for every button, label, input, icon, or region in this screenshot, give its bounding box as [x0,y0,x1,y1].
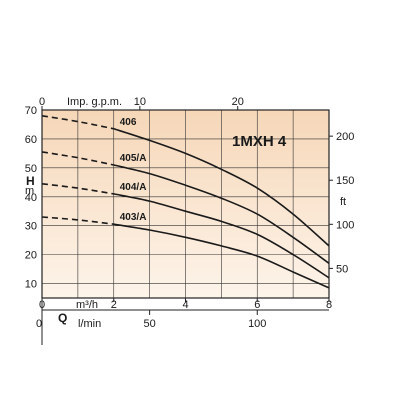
head-axis-unit: m [25,185,34,197]
flow-m3h-tick-label: 2 [111,299,117,311]
grid-lines [42,109,329,298]
flow-lmin-tick-label: 50 [143,318,155,330]
flow-m3h-tick-label: 8 [326,299,332,311]
flow-lmin-tick-label: 0 [36,318,42,330]
head-m-tick-label: 40 [25,192,37,204]
flow-m3h-tick-label: 4 [182,299,188,311]
flow-gpm-tick-labels: 0 10 20 [39,96,244,110]
head-m-tick-label: 70 [25,105,37,117]
curves: 406 405/A 404/A 403/A [41,115,330,289]
flow-lmin-tick-labels: 0 50 100 [36,310,266,330]
curve-label: 406 [120,117,137,128]
head-axis-letter: H [26,174,35,188]
head-ft-tick-label: 150 [336,175,354,187]
head-ft-tick-labels: 50 100 150 200 [329,131,354,275]
flow-lmin-tick-label: 100 [248,318,266,330]
head-ft-tick-label: 100 [336,219,354,231]
chart-title: 1MXH 4 [232,133,287,150]
head-m-tick-label: 30 [25,221,37,233]
lmin-axis-label: l/min [78,318,101,330]
m3h-axis-label: m³/h [76,299,98,311]
head-ft-tick-label: 50 [336,263,348,275]
head-m-tick-label: 60 [25,134,37,146]
flow-gpm-tick-label: 10 [134,96,146,108]
head-ft-tick-label: 200 [336,131,354,143]
curve-404/A-solid [113,193,330,279]
curve-406-solid [113,128,330,247]
curve-label: 403/A [120,212,147,223]
curve-404/A-dashed [41,183,114,195]
flow-gpm-tick-label: 20 [232,96,244,108]
head-m-tick-label: 10 [25,279,37,291]
head-m-tick-labels: 10 20 30 40 50 60 70 [25,105,37,291]
gpm-axis-label: Imp. g.p.m. [67,96,122,108]
curve-406-dashed [41,115,114,130]
flow-m3h-tick-label: 6 [254,299,260,311]
head-m-tick-label: 50 [25,163,37,175]
curve-403/A-dashed [41,216,114,225]
head-m-tick-label: 20 [25,250,37,262]
curve-label: 405/A [120,153,147,164]
curve-405/A-dashed [41,151,114,166]
flow-gpm-tick-label: 0 [39,96,45,108]
curve-403/A-solid [113,223,330,289]
curve-405/A-solid [113,164,330,264]
ft-axis-label: ft [340,196,346,208]
curve-label: 404/A [120,182,147,193]
flow-axis-letter: Q [58,311,67,325]
